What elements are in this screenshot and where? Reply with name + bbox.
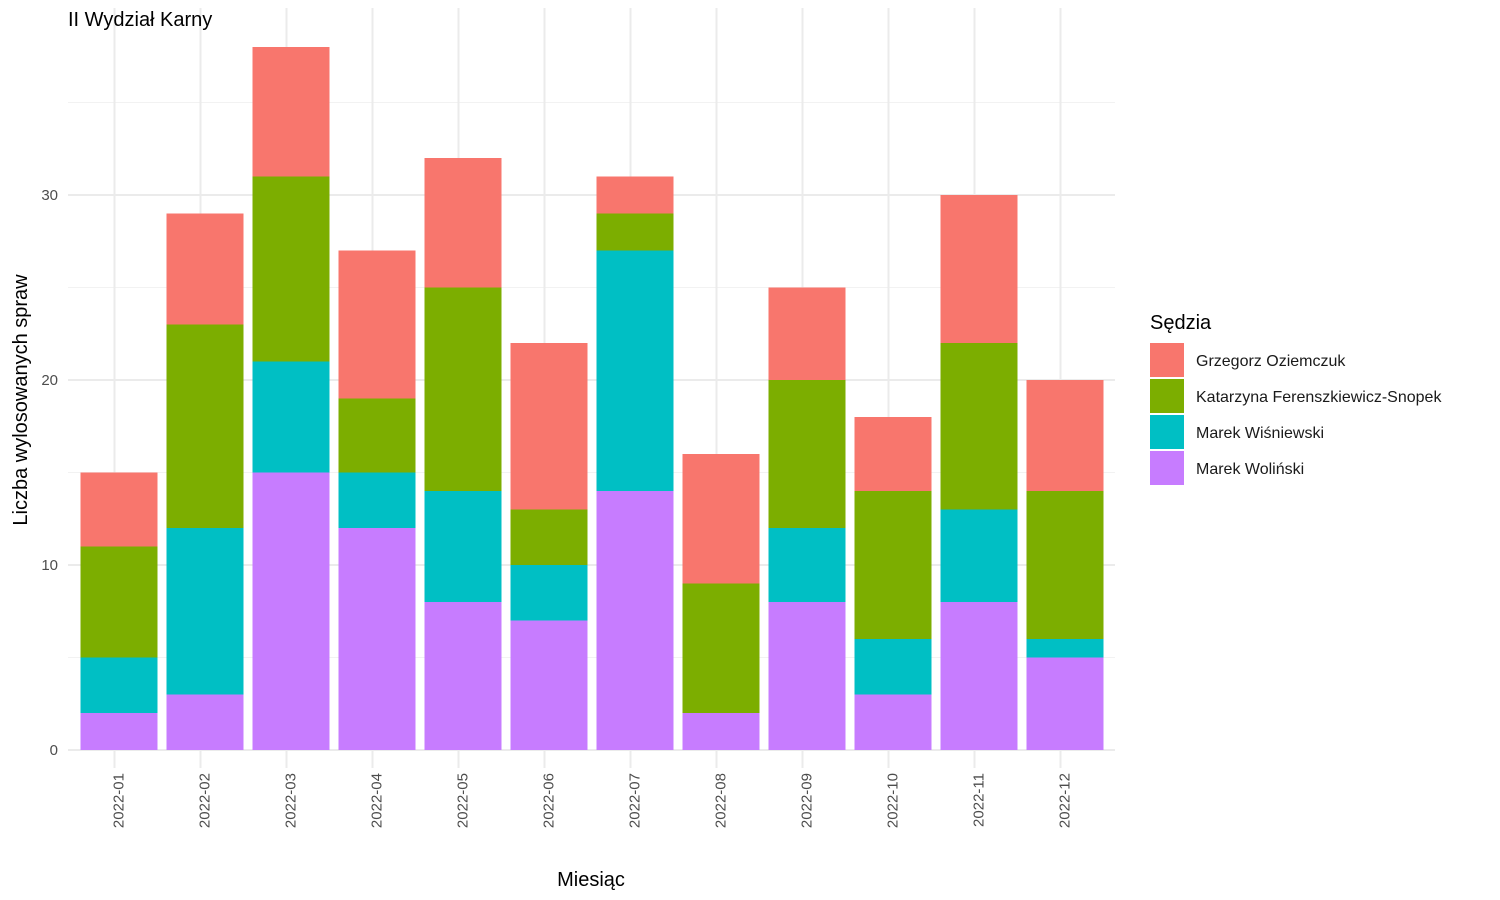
bar-segment	[1026, 657, 1104, 750]
x-tick-label: 2022-07	[627, 773, 644, 828]
x-tick-label: 2022-04	[369, 773, 386, 828]
bar-segment	[682, 713, 760, 750]
legend-items: Grzegorz Oziemczuk Katarzyna Ferenszkiewi…	[1150, 343, 1442, 485]
bar-segment	[940, 602, 1018, 750]
bar-segment	[166, 213, 244, 325]
x-tick-label: 2022-02	[197, 773, 214, 828]
legend-label: Marek Wiśniewski	[1196, 425, 1324, 442]
legend-swatch	[1150, 379, 1184, 413]
bar-segment	[768, 602, 846, 750]
y-tick-label: 30	[41, 187, 58, 204]
bar-segment	[166, 694, 244, 750]
bar-segment	[510, 343, 588, 510]
bar-segment	[252, 47, 330, 177]
bar-segment	[940, 195, 1018, 343]
bar-segment	[80, 713, 158, 750]
x-tick-label: 2022-08	[713, 773, 730, 828]
legend-title: Sędzia	[1150, 312, 1212, 334]
legend-label: Grzegorz Oziemczuk	[1196, 353, 1346, 370]
bar-segment	[682, 583, 760, 713]
y-tick-label: 10	[41, 557, 58, 574]
bar-segment	[424, 602, 502, 750]
legend-label: Katarzyna Ferenszkiewicz-Snopek	[1196, 389, 1442, 406]
y-axis-title: Liczba wylosowanych spraw	[10, 274, 32, 526]
bar-segment	[424, 158, 502, 288]
bar-segment	[252, 361, 330, 473]
bar-segment	[510, 620, 588, 750]
bar-segment	[424, 287, 502, 491]
bar-segment	[768, 287, 846, 380]
legend-label: Marek Woliński	[1196, 461, 1304, 478]
bar-segment	[596, 176, 674, 214]
bar-segment	[166, 324, 244, 528]
x-tick-label: 2022-05	[455, 773, 472, 828]
bar-segment	[510, 565, 588, 621]
x-tick-label: 2022-10	[885, 773, 902, 828]
legend: Sędzia Grzegorz Oziemczuk Katarzyna Feren…	[1150, 312, 1442, 485]
bar-segment	[940, 509, 1018, 602]
bar-segment	[166, 528, 244, 695]
bar-segment	[854, 491, 932, 639]
bar-segment	[80, 472, 158, 547]
bar-segment	[596, 491, 674, 750]
bar-segment	[252, 176, 330, 362]
x-tick-label: 2022-06	[541, 773, 558, 828]
bar-segment	[596, 250, 674, 491]
bar-segment	[1026, 639, 1104, 658]
bar-segment	[424, 491, 502, 602]
bar-segment	[1026, 491, 1104, 639]
bar-segment	[940, 343, 1018, 510]
x-tick-label: 2022-01	[111, 773, 128, 828]
bar-segment	[80, 546, 158, 658]
legend-swatch	[1150, 343, 1184, 377]
bar-segment	[338, 398, 416, 473]
legend-swatch	[1150, 415, 1184, 449]
y-axis-ticks: 0 10 20 30	[41, 187, 58, 759]
y-tick-label: 0	[50, 742, 58, 759]
x-tick-label: 2022-09	[799, 773, 816, 828]
bar-segment	[854, 694, 932, 750]
legend-swatch	[1150, 451, 1184, 485]
x-tick-label: 2022-12	[1057, 773, 1074, 828]
x-axis-title: Miesiąc	[557, 869, 625, 891]
x-tick-label: 2022-03	[283, 773, 300, 828]
x-axis-ticks: 2022-01 2022-02 2022-03 2022-04 2022-05 2022-…	[111, 773, 1074, 828]
bar-segment	[338, 472, 416, 528]
bar-segment	[682, 454, 760, 584]
bars-layer	[80, 47, 1104, 750]
bar-segment	[768, 528, 846, 602]
bar-segment	[1026, 380, 1104, 491]
bar-segment	[510, 509, 588, 565]
bar-segment	[252, 472, 330, 750]
bar-segment	[80, 657, 158, 713]
bar-segment	[338, 250, 416, 399]
bar-segment	[854, 639, 932, 695]
bar-segment	[768, 380, 846, 528]
bar-segment	[338, 528, 416, 750]
bar-segment	[596, 213, 674, 251]
y-tick-label: 20	[41, 372, 58, 389]
bar-segment	[854, 417, 932, 491]
chart-title: II Wydział Karny	[68, 9, 212, 31]
x-tick-label: 2022-11	[971, 773, 988, 827]
